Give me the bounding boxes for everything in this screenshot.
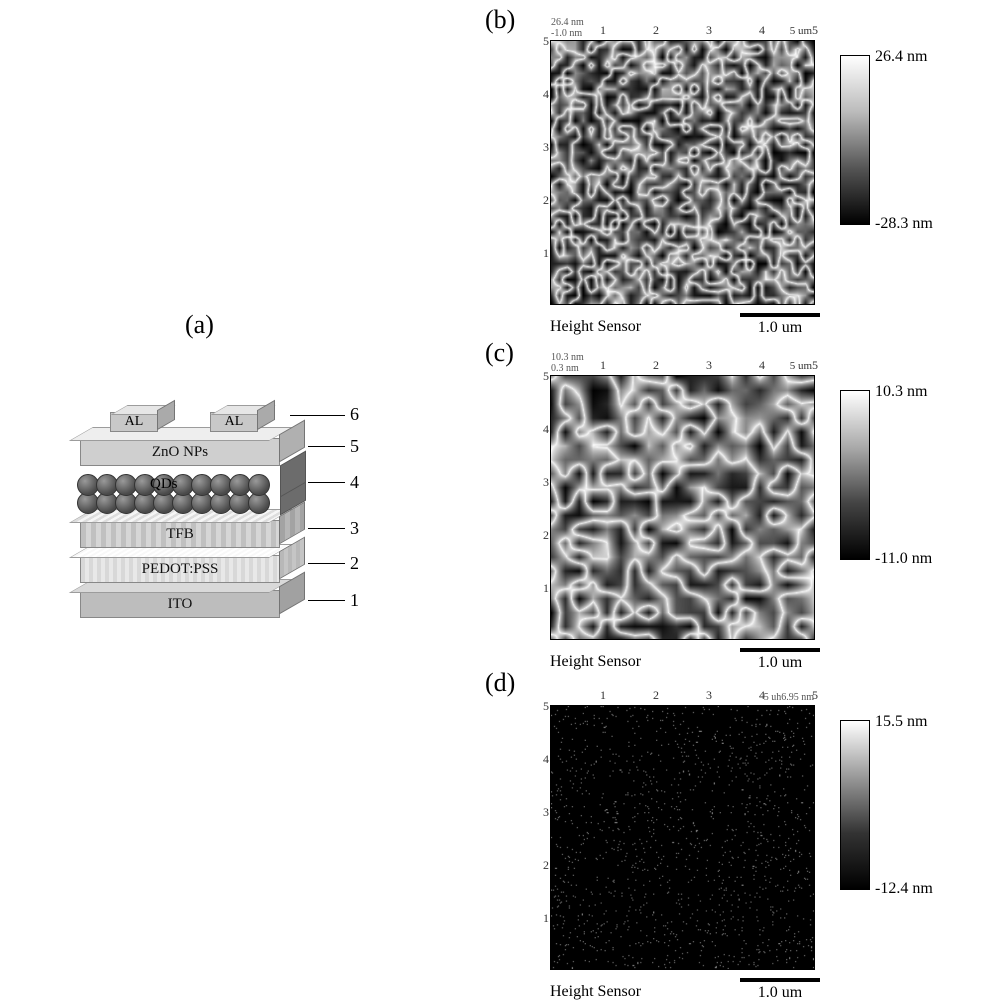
layer-ito-label: ITO [81, 591, 279, 617]
panel-c-label: (c) [485, 338, 514, 368]
panel-b-canvas [551, 41, 814, 304]
leader-2 [308, 563, 345, 564]
tick-x: 3 [706, 23, 712, 38]
panel-c-plot: 10.3 nm 0.3 nm 5 um 1122334455 [550, 375, 815, 640]
tick-y: 3 [531, 475, 549, 490]
layer-pedot-label: PEDOT:PSS [81, 556, 279, 582]
panel-c-canvas [551, 376, 814, 639]
tick-y: 5 [531, 369, 549, 384]
tick-y: 1 [531, 911, 549, 926]
tick-x: 5 [812, 358, 818, 373]
tick-x: 1 [600, 358, 606, 373]
panel-d-scalebar-txt: 1.0 um [758, 984, 802, 1002]
electrode-al-right: AL [210, 412, 258, 432]
layer-zno: ZnO NPs [80, 438, 280, 466]
panel-d-zmin: -12.4 nm [875, 880, 933, 898]
panel-b-corner-tl: 26.4 nm -1.0 nm [551, 17, 584, 39]
leader-4 [308, 482, 345, 483]
tick-x: 2 [653, 358, 659, 373]
electrode-al-right-label: AL [225, 414, 244, 430]
tick-y: 1 [531, 581, 549, 596]
electrode-al-left: AL [110, 412, 158, 432]
panel-b-scalebar: 1.0 um [740, 313, 820, 337]
tick-x: 4 [759, 23, 765, 38]
panel-b-caption: Height Sensor [550, 318, 641, 336]
electrode-al-left-label: AL [125, 414, 144, 430]
layer-tfb-label: TFB [81, 521, 279, 547]
tick-y: 5 [531, 34, 549, 49]
panel-d-label: (d) [485, 668, 515, 698]
leader-1-num: 1 [350, 590, 359, 611]
panel-d-zmax: 15.5 nm [875, 713, 927, 731]
panel-d-canvas [551, 706, 814, 969]
leader-5 [308, 446, 345, 447]
device-stack: ITO PEDOT:PSS TFB QDs ZnO NPs AL AL [80, 360, 325, 640]
tick-y: 4 [531, 87, 549, 102]
tick-y: 3 [531, 805, 549, 820]
panel-d-corner-tl: 5 uh6.95 nm [764, 692, 814, 703]
tick-x: 5 [812, 688, 818, 703]
tick-x: 1 [600, 688, 606, 703]
leader-3 [308, 528, 345, 529]
panel-a: ITO PEDOT:PSS TFB QDs ZnO NPs AL AL [60, 350, 400, 690]
tick-x: 3 [706, 358, 712, 373]
panel-d-colorbar [840, 720, 870, 890]
panel-b-scalebar-txt: 1.0 um [758, 319, 802, 337]
panel-c-scalebar: 1.0 um [740, 648, 820, 672]
panel-d-caption: Height Sensor [550, 983, 641, 1001]
leader-6 [290, 415, 345, 416]
tick-y: 4 [531, 422, 549, 437]
tick-x: 1 [600, 23, 606, 38]
panel-b-label: (b) [485, 5, 515, 35]
panel-b-zmax: 26.4 nm [875, 48, 927, 66]
tick-x: 3 [706, 688, 712, 703]
tick-x: 2 [653, 23, 659, 38]
tick-y: 4 [531, 752, 549, 767]
tick-y: 5 [531, 699, 549, 714]
scalebar-line-icon [740, 978, 820, 982]
panel-c-corner-tl: 10.3 nm 0.3 nm [551, 352, 584, 374]
panel-c-zmin: -11.0 nm [875, 550, 932, 568]
scalebar-line-icon [740, 313, 820, 317]
panel-c-scalebar-txt: 1.0 um [758, 654, 802, 672]
panel-c-zmax: 10.3 nm [875, 383, 927, 401]
leader-4-num: 4 [350, 472, 359, 493]
tick-y: 2 [531, 528, 549, 543]
layer-ito: ITO [80, 590, 280, 618]
panel-d-plot: 5 uh6.95 nm 1122334455 [550, 705, 815, 970]
tick-x: 4 [759, 358, 765, 373]
tick-y: 3 [531, 140, 549, 155]
panel-a-label: (a) [185, 310, 214, 340]
layer-qds-label: QDs [150, 476, 178, 493]
layer-tfb: TFB [80, 520, 280, 548]
panel-c-colorbar [840, 390, 870, 560]
layer-zno-label: ZnO NPs [81, 439, 279, 465]
tick-y: 2 [531, 858, 549, 873]
tick-x: 5 [812, 23, 818, 38]
leader-1 [308, 600, 345, 601]
layer-qds-row1: QDs [80, 470, 280, 500]
tick-y: 1 [531, 246, 549, 261]
leader-5-num: 5 [350, 436, 359, 457]
tick-y: 2 [531, 193, 549, 208]
panel-c-corner-tr: 5 um [790, 360, 812, 372]
panel-d-scalebar: 1.0 um [740, 978, 820, 1002]
leader-6-num: 6 [350, 404, 359, 425]
panel-b-corner-tr: 5 um [790, 25, 812, 37]
panel-b-zmin: -28.3 nm [875, 215, 933, 233]
tick-x: 4 [759, 688, 765, 703]
leader-3-num: 3 [350, 518, 359, 539]
scalebar-line-icon [740, 648, 820, 652]
tick-x: 2 [653, 688, 659, 703]
layer-pedot: PEDOT:PSS [80, 555, 280, 583]
panel-c-caption: Height Sensor [550, 653, 641, 671]
panel-b-plot: 26.4 nm -1.0 nm 5 um 1122334455 [550, 40, 815, 305]
leader-2-num: 2 [350, 553, 359, 574]
panel-b-colorbar [840, 55, 870, 225]
